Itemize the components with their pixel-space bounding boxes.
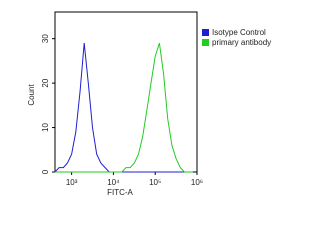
y-tick-label: 20 bbox=[41, 78, 50, 87]
series-line bbox=[54, 42, 193, 173]
legend-swatch bbox=[202, 29, 209, 36]
chart: FITC-A Count 0 10 20 30 10³ 10⁴ 10⁵ 10⁶ Isotype … bbox=[27, 11, 271, 197]
legend-label: Isotype Control bbox=[212, 28, 266, 37]
legend-swatch bbox=[202, 39, 209, 46]
y-tick-label: 10 bbox=[41, 123, 50, 132]
x-tick-label: 10⁶ bbox=[191, 178, 203, 187]
y-axis-label: Count bbox=[27, 84, 36, 106]
plot-frame bbox=[54, 11, 198, 173]
legend-label: primary antibody bbox=[212, 38, 271, 47]
y-tick-label: 0 bbox=[41, 169, 50, 174]
x-tick-label: 10³ bbox=[66, 178, 78, 187]
x-tick-label: 10⁴ bbox=[107, 178, 120, 187]
x-axis-label: FITC-A bbox=[107, 188, 133, 197]
series-line bbox=[54, 43, 193, 173]
y-tick-label: 30 bbox=[41, 34, 50, 43]
x-tick-label: 10⁵ bbox=[149, 178, 161, 187]
